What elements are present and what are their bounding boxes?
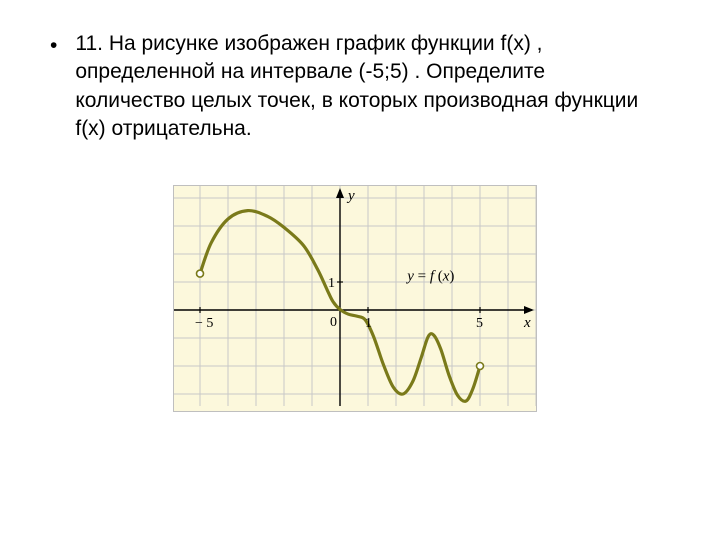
svg-text:x: x [523,315,531,331]
svg-text:y = f (x): y = f (x) [405,269,454,285]
problem-block: • 11. На рисунке изображен график функци… [50,30,660,143]
chart-container: − 5 0 1 5 1 x y y = f (x) [50,185,660,412]
svg-text:1: 1 [365,316,372,331]
svg-text:5: 5 [476,316,483,331]
bullet-icon: • [50,30,57,60]
chart-frame: − 5 0 1 5 1 x y y = f (x) [173,185,537,412]
function-chart: − 5 0 1 5 1 x y y = f (x) [174,186,536,406]
svg-text:1: 1 [328,276,335,291]
problem-text: 11. На рисунке изображен график функции … [75,30,660,143]
svg-text:0: 0 [330,315,337,330]
svg-text:− 5: − 5 [195,316,213,331]
svg-text:y: y [346,188,355,204]
